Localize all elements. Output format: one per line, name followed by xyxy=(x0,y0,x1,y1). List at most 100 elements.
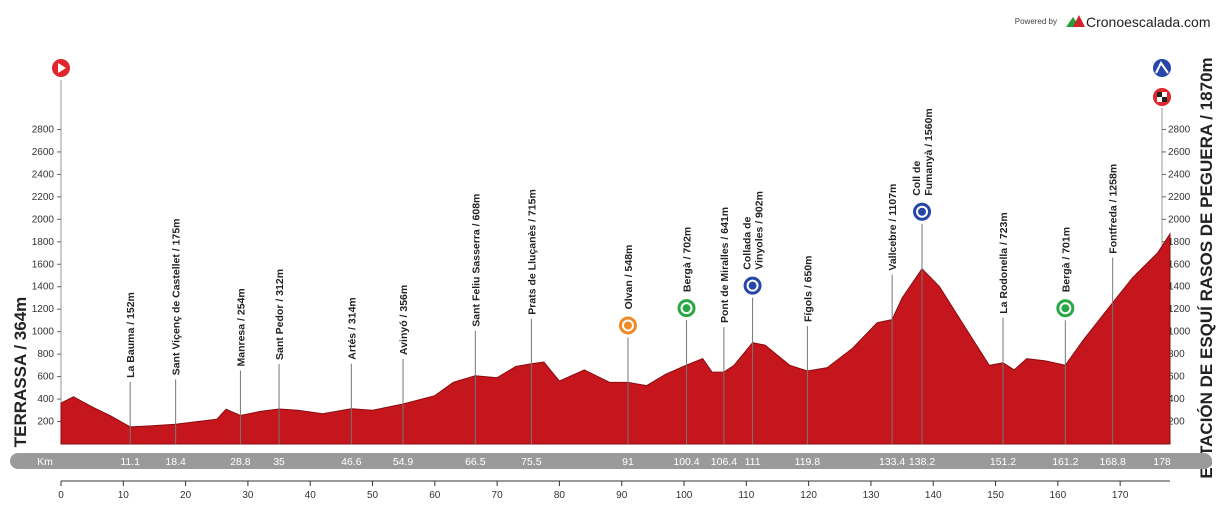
km-value: 100.4 xyxy=(673,456,699,468)
km-value: 178 xyxy=(1153,456,1171,468)
km-value: 54.9 xyxy=(393,456,414,468)
kom-icon xyxy=(741,274,764,297)
y-tick-label: 1400 xyxy=(32,282,55,293)
km-value: 35 xyxy=(273,456,285,468)
y-tick-label: 1000 xyxy=(32,327,55,338)
x-tick-label: 20 xyxy=(180,490,192,501)
kom-icon xyxy=(911,200,934,223)
km-value: 28.8 xyxy=(230,456,251,468)
km-value: 168.8 xyxy=(1100,456,1126,468)
km-value: 75.5 xyxy=(521,456,542,468)
km-label: Km xyxy=(37,456,53,468)
icon-circle xyxy=(741,274,764,297)
km-value: 151.2 xyxy=(990,456,1016,468)
sprint-icon xyxy=(1054,297,1077,320)
landmark-label: Bergà / 701m xyxy=(1060,227,1072,292)
y-tick-label: 1600 xyxy=(32,259,55,270)
y-tick-label: 2200 xyxy=(1168,192,1191,203)
landmark-label: Fígols / 650m xyxy=(802,255,814,322)
km-value: 106.4 xyxy=(711,456,737,468)
sprint-icon xyxy=(675,297,698,320)
x-tick-label: 40 xyxy=(305,490,317,501)
km-value: 66.5 xyxy=(465,456,486,468)
x-tick-label: 160 xyxy=(1050,490,1067,501)
landmark-label: Fumanyà / 1560m xyxy=(923,108,935,196)
landmark-label: Prats de Lluçanès / 715m xyxy=(526,189,538,314)
x-tick-label: 150 xyxy=(987,490,1004,501)
icon-inner xyxy=(621,319,634,332)
x-tick-label: 30 xyxy=(242,490,254,501)
x-tick-label: 130 xyxy=(863,490,880,501)
y-tick-label: 1800 xyxy=(32,237,55,248)
x-tick-label: 100 xyxy=(676,490,693,501)
icon-circle xyxy=(1054,297,1077,320)
y-tick-label: 1600 xyxy=(1168,259,1191,270)
x-tick-label: 10 xyxy=(118,490,130,501)
landmark-label: Vallcebre / 1107m xyxy=(887,184,899,271)
site-name[interactable]: Cronoescalada.com xyxy=(1086,14,1211,30)
icon-inner xyxy=(1059,302,1072,315)
x-tick-label: 70 xyxy=(492,490,504,501)
y-tick-label: 2800 xyxy=(32,124,55,135)
landmark-label: Coll de xyxy=(911,161,923,196)
x-tick-label: 90 xyxy=(616,490,628,501)
y-tick-label: 2400 xyxy=(1168,169,1191,180)
y-tick-label: 600 xyxy=(1168,372,1185,383)
landmark-label: Artés / 314m xyxy=(346,297,358,359)
x-tick-label: 120 xyxy=(800,490,817,501)
y-tick-label: 1800 xyxy=(1168,237,1191,248)
elevation-area xyxy=(60,232,1171,445)
y-tick-label: 1400 xyxy=(1168,282,1191,293)
icon-circle xyxy=(675,297,698,320)
x-tick-label: 140 xyxy=(925,490,942,501)
landmark-label: Sant Pedor / 312m xyxy=(274,269,286,360)
landmark-label: Pont de Miralles / 641m xyxy=(719,207,731,323)
feed-icon xyxy=(616,314,639,337)
kom-finish-icon xyxy=(1151,57,1173,79)
y-tick-label: 1200 xyxy=(1168,304,1191,315)
y-tick-label: 400 xyxy=(1168,394,1185,405)
km-value: 119.8 xyxy=(795,456,821,468)
y-tick-label: 400 xyxy=(37,394,54,405)
y-tick-label: 200 xyxy=(1168,417,1185,428)
x-tick-label: 80 xyxy=(554,490,566,501)
x-tick-label: 110 xyxy=(738,490,754,501)
km-value: 18.4 xyxy=(165,456,186,468)
landmark-label: Bergà / 702m xyxy=(682,227,694,292)
x-tick-label: 0 xyxy=(58,490,64,501)
km-value: 46.6 xyxy=(341,456,362,468)
y-tick-label: 1200 xyxy=(32,304,55,315)
x-tick-label: 60 xyxy=(429,490,441,501)
x-tick-label: 50 xyxy=(367,490,379,501)
y-tick-label: 2400 xyxy=(32,169,55,180)
logo-mountain xyxy=(1073,15,1085,27)
km-value: 111 xyxy=(745,456,761,468)
icon-circle xyxy=(616,314,639,337)
landmark-label: Manresa / 254m xyxy=(235,288,247,366)
icon-inner xyxy=(916,205,929,218)
x-tick-label: 170 xyxy=(1112,490,1129,501)
km-bar xyxy=(10,453,1212,469)
start-icon xyxy=(50,57,72,79)
y-tick-label: 200 xyxy=(37,417,54,428)
powered-by: Powered by xyxy=(1015,17,1057,26)
km-value: 138.2 xyxy=(909,456,935,468)
landmark-label: La Bauma / 152m xyxy=(125,292,137,378)
y-tick-label: 2000 xyxy=(1168,214,1191,225)
icon-inner xyxy=(746,279,759,292)
landmark-label: Sant Viçenç de Castellet / 175m xyxy=(171,218,183,375)
finish-icon xyxy=(1151,86,1173,108)
y-tick-label: 2800 xyxy=(1168,124,1191,135)
start-label: TERRASSA / 364m xyxy=(11,297,30,448)
landmark-label: La Rodonella / 723m xyxy=(998,212,1010,314)
y-tick-label: 2000 xyxy=(32,214,55,225)
y-tick-label: 2600 xyxy=(32,147,55,158)
km-value: 91 xyxy=(622,456,634,468)
landmark-label: Sant Feliu Sasserra / 608m xyxy=(470,194,482,327)
landmark-label: Collada de xyxy=(742,216,754,269)
icon-circle xyxy=(911,200,934,223)
km-value: 133.4 xyxy=(879,456,905,468)
y-tick-label: 2200 xyxy=(32,192,55,203)
km-value: 161.2 xyxy=(1052,456,1078,468)
